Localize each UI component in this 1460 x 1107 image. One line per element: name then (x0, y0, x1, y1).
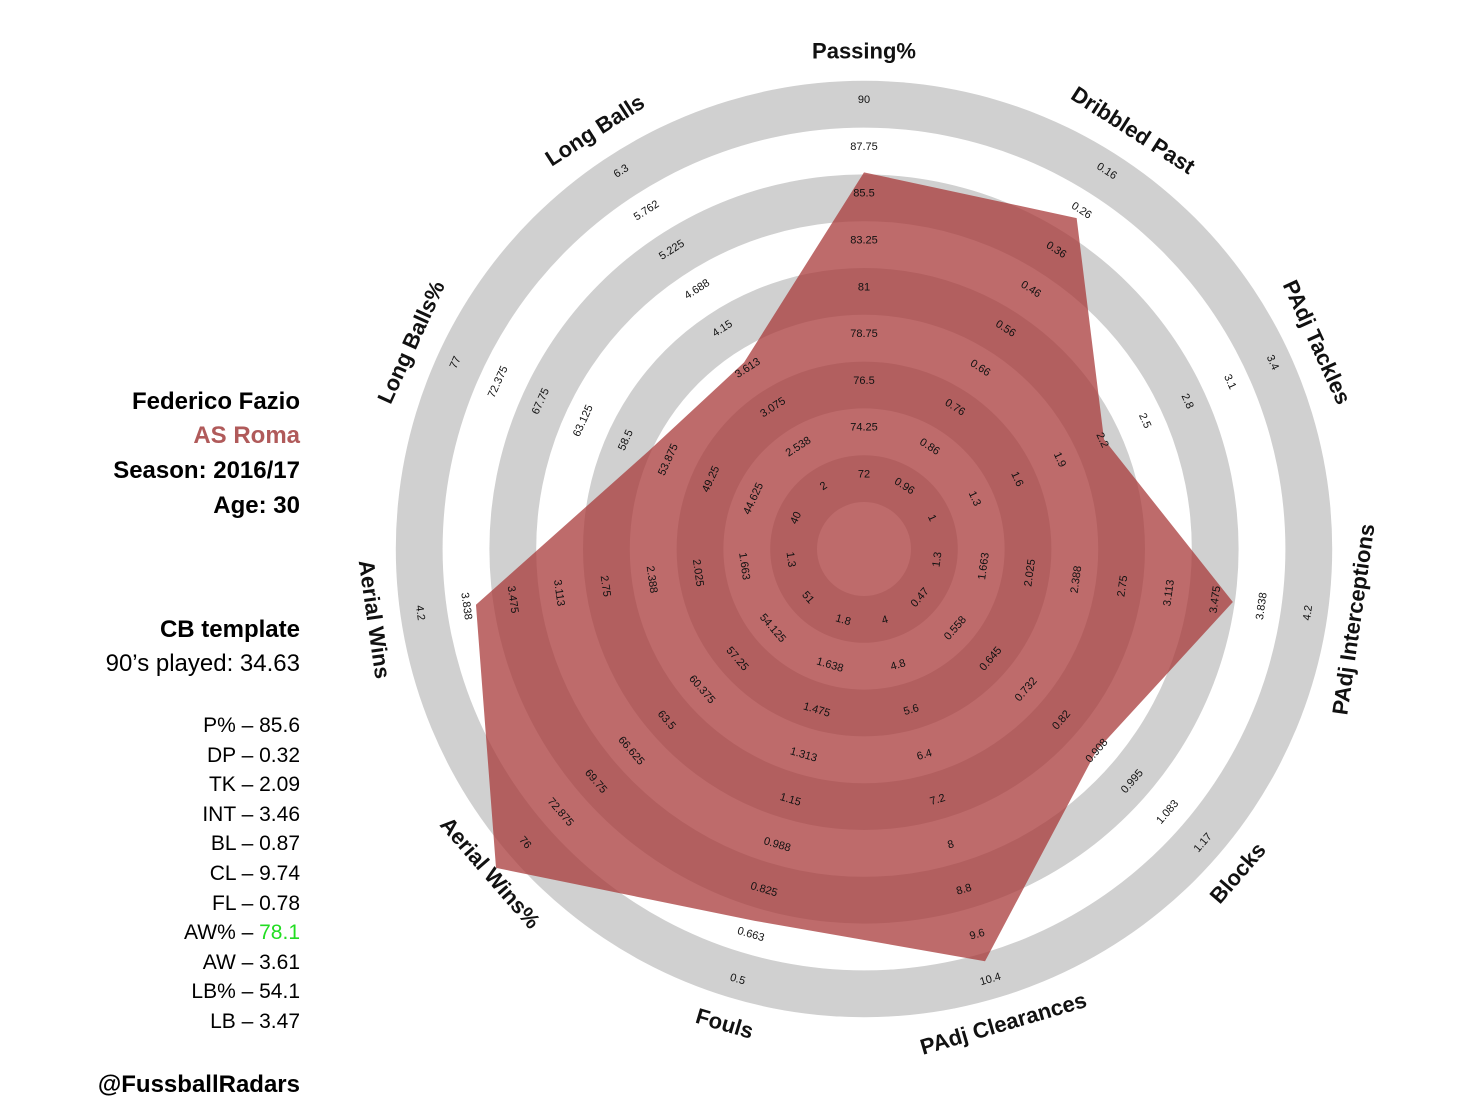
axis-label: Aerial Wins (354, 558, 396, 680)
stat-value: 3.47 (259, 1010, 300, 1033)
stat-row: CL – 9.74 (210, 862, 300, 886)
stat-label: LB% – (191, 980, 260, 1004)
stat-label: FL – (212, 891, 260, 915)
stat-row: LB – 3.47 (210, 1010, 300, 1034)
tick-label: 3.113 (551, 579, 567, 607)
stat-value: 54.1 (259, 980, 300, 1004)
tick-label: 83.25 (850, 235, 878, 247)
age-label: Age: 30 (213, 492, 300, 519)
tick-label: 40 (788, 510, 804, 526)
tick-label: 1 (925, 513, 938, 524)
stat-label: INT – (202, 802, 260, 826)
tick-label: 1.9 (1051, 450, 1068, 469)
tick-label: 2.8 (1179, 392, 1196, 411)
tick-label: 1.15 (778, 791, 802, 809)
tick-label: 3.475 (505, 585, 521, 614)
stat-value: 78.1 (259, 921, 300, 945)
tick-label: 2.5 (1136, 411, 1153, 430)
stat-value: 2.09 (259, 773, 300, 797)
tick-label: 3.838 (1254, 592, 1270, 621)
stat-value: 0.32 (259, 743, 300, 767)
axis-label: PAdj Interceptions (1327, 522, 1379, 716)
tick-label: 9.6 (968, 927, 986, 943)
season-label: Season: 2016/17 (113, 457, 300, 484)
tick-label: 6.4 (915, 747, 933, 763)
stat-label: AW% – (184, 921, 260, 945)
tick-label: 2 (818, 480, 830, 493)
tick-label: 2.2 (1093, 431, 1110, 450)
stat-value: 3.46 (259, 802, 300, 826)
tick-label: 1.663 (736, 552, 752, 581)
stat-row: AW – 3.61 (203, 951, 300, 975)
tick-label: 8.8 (955, 882, 973, 898)
stat-label: LB – (210, 1010, 260, 1033)
tick-label: 4.2 (1301, 604, 1315, 621)
tick-label: 1.663 (976, 552, 992, 581)
stat-label: TK – (208, 773, 260, 797)
tick-label: 4 (880, 614, 889, 627)
stat-row: P% – 85.6 (203, 714, 300, 738)
tick-label: 3.4 (1264, 353, 1281, 372)
tick-label: 87.75 (850, 141, 878, 153)
tick-label: 0.5 (729, 972, 747, 988)
tick-label: 1.3 (783, 551, 797, 568)
stat-value: 0.78 (259, 891, 300, 915)
tick-label: 5.6 (902, 702, 920, 718)
tick-label: 1.8 (834, 612, 852, 628)
stat-label: P% – (203, 714, 260, 737)
stat-value: 9.74 (259, 862, 300, 885)
player-info-panel: Federico Fazio AS Roma Season: 2016/17 A… (0, 0, 300, 1107)
tick-label: 1.6 (1008, 470, 1025, 489)
tick-label: 74.25 (850, 422, 878, 434)
tick-label: 72 (858, 469, 870, 481)
tick-label: 1.3 (930, 551, 944, 568)
tick-label: 7.2 (929, 792, 947, 808)
tick-label: 2.388 (644, 565, 660, 594)
stat-value: 3.61 (259, 950, 300, 974)
stat-value: 0.87 (259, 832, 300, 856)
tick-label: 81 (858, 281, 870, 293)
player-name: Federico Fazio (131, 388, 300, 415)
tick-label: 3.838 (458, 592, 474, 621)
tick-label: 3.475 (1208, 585, 1224, 614)
stat-label: BL – (210, 832, 260, 856)
axis-label: Passing% (812, 39, 916, 64)
tick-label: 3.113 (1161, 579, 1177, 607)
tick-label: 8 (946, 838, 955, 851)
stat-row: TK – 2.09 (209, 773, 300, 797)
player-polygon (475, 172, 1233, 962)
stat-label: AW – (202, 950, 260, 974)
tick-label: 4.2 (413, 604, 427, 621)
tick-label: 1.3 (966, 489, 983, 508)
stat-row: INT – 3.46 (202, 803, 300, 827)
tick-label: 2.75 (1115, 575, 1130, 598)
stat-value: 85.6 (259, 714, 300, 737)
stat-label: DP – (206, 743, 260, 767)
tick-label: 10.4 (978, 971, 1002, 989)
nineties-played: 90’s played: 34.63 (105, 650, 300, 677)
stat-row: LB% – 54.1 (191, 980, 300, 1004)
tick-label: 77 (448, 355, 464, 371)
twitter-handle: @FussballRadars (97, 1071, 300, 1098)
tick-label: 4.8 (889, 657, 907, 673)
tick-label: 3.1 (1221, 372, 1238, 391)
tick-label: 2.025 (690, 558, 706, 587)
tick-label: 2.75 (598, 575, 613, 598)
tick-label: 90 (858, 94, 870, 106)
team-name: AS Roma (193, 422, 300, 449)
stat-row: AW% – 78.1 (184, 921, 300, 945)
tick-label: 76.5 (853, 375, 874, 387)
axis-label: Fouls (693, 1003, 756, 1044)
tick-label: 2.025 (1022, 558, 1038, 587)
stat-row: BL – 0.87 (211, 832, 300, 856)
tick-label: 78.75 (850, 328, 878, 340)
stat-row: DP – 0.32 (207, 744, 300, 768)
stat-label: CL – (209, 862, 260, 885)
tick-label: 2.388 (1069, 565, 1085, 594)
tick-label: 85.5 (853, 188, 874, 200)
template-label: CB template (159, 616, 300, 643)
stat-row: FL – 0.78 (212, 892, 300, 916)
